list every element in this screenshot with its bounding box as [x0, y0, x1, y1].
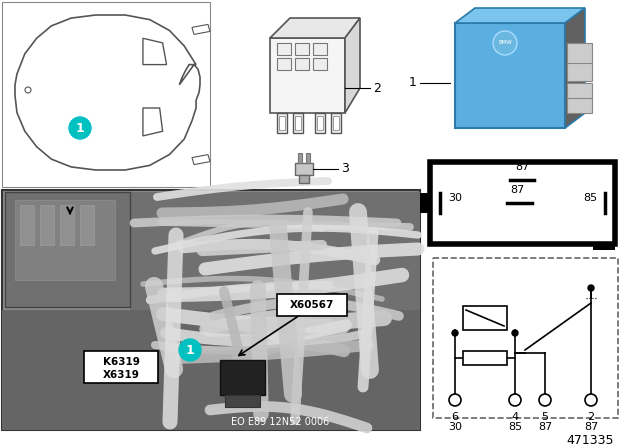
- Circle shape: [493, 31, 517, 55]
- Text: X6319: X6319: [102, 370, 140, 380]
- Bar: [306, 153, 310, 163]
- Text: 1: 1: [409, 77, 417, 90]
- Bar: [293, 113, 303, 133]
- Bar: [277, 43, 291, 55]
- Text: K6319: K6319: [102, 357, 140, 367]
- Bar: [313, 58, 327, 70]
- Text: 1: 1: [76, 121, 84, 134]
- Circle shape: [512, 330, 518, 336]
- FancyBboxPatch shape: [84, 351, 158, 383]
- Circle shape: [585, 394, 597, 406]
- Bar: [567, 43, 592, 65]
- Bar: [15, 200, 115, 280]
- Polygon shape: [192, 155, 210, 164]
- Polygon shape: [455, 8, 585, 23]
- Polygon shape: [143, 38, 166, 65]
- Bar: [317, 116, 323, 130]
- Bar: [593, 242, 615, 250]
- Text: 85: 85: [583, 193, 597, 203]
- Bar: [331, 113, 341, 133]
- Text: 3: 3: [341, 163, 349, 176]
- Polygon shape: [345, 18, 360, 113]
- Bar: [2, 190, 420, 430]
- Bar: [315, 113, 325, 133]
- Text: 2: 2: [373, 82, 381, 95]
- Circle shape: [588, 285, 594, 291]
- Bar: [220, 360, 265, 395]
- Bar: [80, 205, 94, 245]
- Bar: [2, 2, 210, 187]
- Bar: [225, 395, 260, 407]
- Bar: [270, 38, 345, 113]
- Text: 6: 6: [451, 412, 458, 422]
- Bar: [455, 23, 565, 128]
- Text: 471335: 471335: [566, 434, 614, 447]
- Bar: [277, 113, 287, 133]
- Bar: [433, 258, 618, 418]
- Text: 30: 30: [448, 193, 462, 203]
- Text: 85: 85: [508, 422, 522, 432]
- Text: 87: 87: [515, 162, 529, 172]
- Text: 87: 87: [510, 185, 524, 195]
- Bar: [20, 205, 34, 245]
- Text: 87: 87: [584, 422, 598, 432]
- Bar: [313, 43, 327, 55]
- Bar: [333, 116, 339, 130]
- Text: 5: 5: [541, 412, 548, 422]
- Polygon shape: [15, 15, 200, 170]
- Circle shape: [452, 330, 458, 336]
- Circle shape: [179, 339, 201, 361]
- Text: 87: 87: [538, 422, 552, 432]
- Bar: [40, 205, 54, 245]
- Bar: [295, 163, 313, 175]
- Bar: [5, 192, 130, 307]
- Text: 30: 30: [448, 422, 462, 432]
- Bar: [567, 83, 592, 105]
- Bar: [295, 58, 309, 70]
- Text: 2: 2: [588, 412, 595, 422]
- Bar: [430, 162, 615, 244]
- Bar: [295, 116, 301, 130]
- Text: EO E89 12N52 0006: EO E89 12N52 0006: [231, 417, 329, 427]
- Bar: [299, 175, 309, 183]
- Circle shape: [539, 394, 551, 406]
- Circle shape: [449, 394, 461, 406]
- Bar: [2, 310, 420, 430]
- Polygon shape: [565, 8, 585, 128]
- Circle shape: [69, 117, 91, 139]
- Bar: [463, 351, 507, 365]
- Polygon shape: [143, 108, 163, 136]
- Bar: [60, 205, 74, 245]
- Text: BMW: BMW: [498, 40, 512, 46]
- Bar: [567, 98, 592, 113]
- Text: 1: 1: [186, 344, 195, 357]
- Polygon shape: [192, 24, 210, 34]
- Circle shape: [25, 87, 31, 93]
- FancyBboxPatch shape: [277, 294, 347, 316]
- Bar: [420, 193, 430, 213]
- Bar: [277, 58, 291, 70]
- Bar: [130, 192, 420, 430]
- Polygon shape: [270, 18, 360, 38]
- Bar: [295, 43, 309, 55]
- Bar: [463, 306, 507, 330]
- Bar: [279, 116, 285, 130]
- Text: X60567: X60567: [290, 300, 334, 310]
- Bar: [567, 63, 592, 81]
- Text: 4: 4: [511, 412, 518, 422]
- Circle shape: [509, 394, 521, 406]
- Bar: [298, 153, 302, 163]
